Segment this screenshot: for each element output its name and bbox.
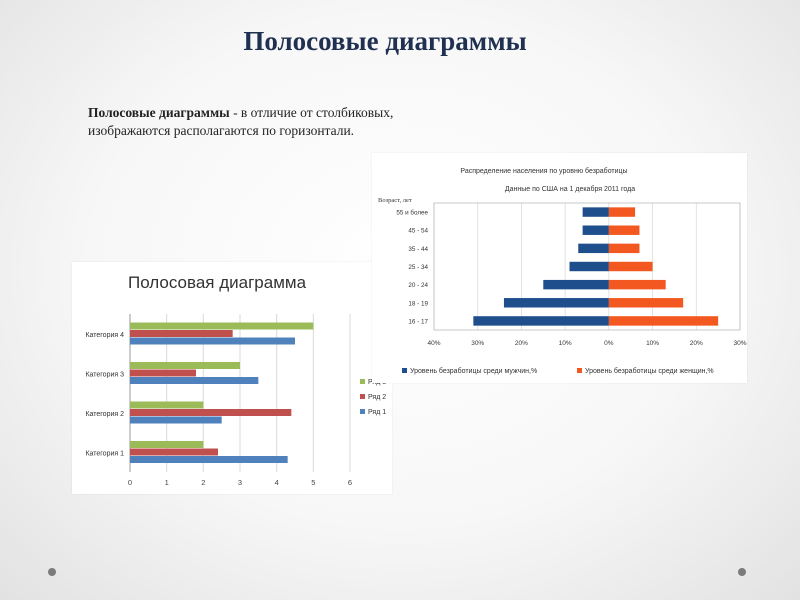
intro-text: Полосовые диаграммы - в отличие от столб… — [88, 104, 418, 140]
bar — [130, 362, 240, 369]
bar — [130, 330, 233, 337]
x-tick-label: 3 — [238, 478, 242, 487]
legend-swatch — [360, 409, 365, 414]
bar — [130, 322, 314, 330]
age-group-label: 35 - 44 — [408, 246, 428, 253]
x-tick-label: 40% — [427, 340, 440, 347]
bar — [130, 401, 204, 409]
legend-label: Уровень безработицы среди женщин,% — [585, 367, 714, 375]
age-group-label: 20 - 24 — [408, 282, 428, 289]
slide-title: Полосовые диаграммы — [243, 26, 527, 56]
x-tick-label: 6 — [348, 478, 352, 487]
x-tick-label: 2 — [201, 478, 205, 487]
legend-swatch — [577, 368, 582, 373]
x-tick-label: 10% — [559, 340, 572, 347]
age-group-label: 45 - 54 — [408, 228, 428, 235]
age-group-label: 16 - 17 — [408, 318, 428, 325]
x-tick-label: 0 — [128, 478, 132, 487]
x-tick-label: 10% — [646, 340, 659, 347]
x-tick-label: 20% — [515, 340, 528, 347]
age-group-label: 25 - 34 — [408, 264, 428, 271]
bar — [130, 377, 259, 384]
bar-female — [608, 261, 653, 272]
bar-chart: Полосовая диаграмма 0 1 2 3 4 5 6 Категория 1 Кат… — [85, 273, 386, 487]
bar-male — [503, 298, 609, 308]
bar — [130, 369, 196, 377]
bar-chart-panel: Полосовая диаграмма 0 1 2 3 4 5 6 Категория 1 Кат… — [72, 262, 392, 494]
x-tick-label: 0% — [604, 340, 614, 347]
age-group-label: 18 - 19 — [408, 300, 428, 307]
bar-male — [569, 261, 609, 272]
x-tick-label: 1 — [165, 478, 169, 487]
bar — [130, 456, 288, 463]
legend-label: Ряд 2 — [368, 394, 386, 401]
x-tick-label: 5 — [311, 478, 315, 487]
bar — [130, 337, 295, 345]
age-group-label: 55 и более — [396, 209, 428, 217]
bar-female — [608, 207, 636, 217]
plot-frame — [433, 202, 741, 331]
x-tick-label: 4 — [275, 478, 279, 487]
legend-swatch — [402, 368, 407, 373]
nav-dot-right — [738, 568, 746, 576]
bar — [130, 448, 218, 456]
bar-female — [608, 225, 640, 235]
bar-male — [582, 207, 609, 217]
bar-female — [608, 298, 684, 308]
bar-female — [608, 316, 719, 326]
legend-swatch — [360, 379, 365, 384]
category-label: Категория 3 — [85, 371, 124, 378]
bar — [130, 441, 204, 448]
pyramid-chart-panel: Распределение населения по уровню безраб… — [372, 153, 747, 383]
intro-bold-term: Полосовые диаграммы — [88, 105, 230, 120]
chart-title: Полосовая диаграмма — [128, 273, 307, 292]
y-axis-label: Возраст, лет — [378, 197, 412, 204]
x-tick-label: 30% — [733, 340, 746, 347]
bar — [130, 416, 222, 424]
x-tick-label: 20% — [690, 340, 703, 347]
x-tick-label: 30% — [471, 340, 484, 347]
chart-subtitle: Данные по США на 1 декабря 2011 года — [505, 185, 635, 193]
bar-male — [578, 243, 609, 254]
intro-rest: - в отличие от столбиковых, изображаются… — [88, 105, 394, 138]
category-label: Категория 1 — [85, 450, 124, 457]
chart-title: Распределение населения по уровню безраб… — [460, 167, 627, 175]
bar-male — [582, 225, 609, 235]
category-label: Категория 2 — [85, 411, 124, 418]
category-label: Категория 4 — [85, 332, 124, 339]
bar-male — [473, 316, 609, 326]
nav-dot-left — [48, 568, 56, 576]
legend-swatch — [360, 394, 365, 399]
bar-female — [608, 279, 666, 290]
bar-male — [543, 279, 609, 290]
pyramid-chart: Распределение населения по уровню безраб… — [378, 167, 747, 375]
bar-female — [608, 243, 640, 254]
bar — [130, 409, 292, 416]
legend-label: Ряд 1 — [368, 409, 386, 416]
legend-label: Уровень безработицы среди мужчин,% — [410, 367, 537, 375]
